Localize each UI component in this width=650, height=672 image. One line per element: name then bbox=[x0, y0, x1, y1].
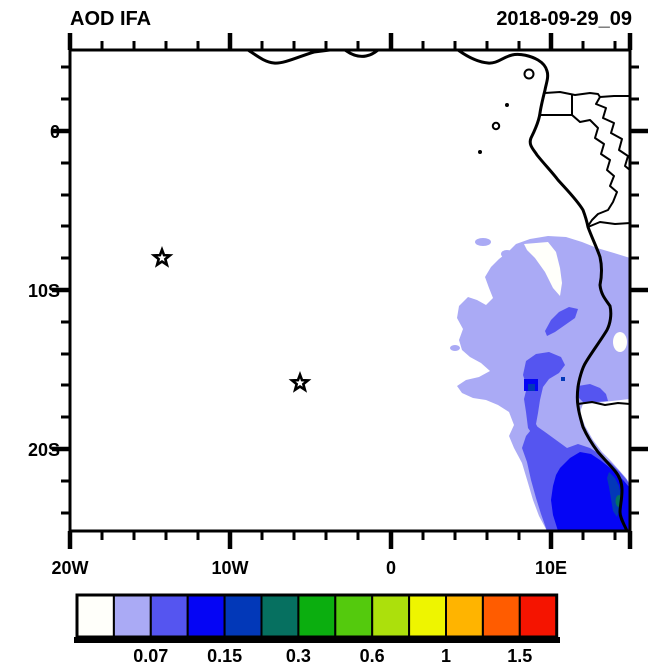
star-marker-st-helena bbox=[288, 371, 312, 393]
plot-timestamp: 2018-09-29_09 bbox=[496, 8, 632, 30]
aod-plume-shading bbox=[450, 236, 629, 530]
plume-white-pocket bbox=[613, 332, 627, 352]
plume-patch-lavender-1 bbox=[475, 238, 491, 246]
annobon-island bbox=[478, 150, 482, 154]
colorbar-cells bbox=[76, 594, 558, 638]
colorbar-label-03: 0.3 bbox=[286, 646, 311, 666]
border-congo-meander bbox=[595, 96, 629, 171]
colorbar-cell-10 bbox=[445, 594, 484, 638]
plot-title: AOD IFA bbox=[70, 8, 151, 30]
colorbar-cell-4 bbox=[223, 594, 263, 638]
axis-ticks bbox=[52, 33, 648, 549]
lon-label-10e: 10E bbox=[535, 558, 567, 578]
minor-ticks bbox=[61, 41, 639, 540]
colorbar-label-015: 0.15 bbox=[207, 646, 242, 666]
border-gabon-congo bbox=[571, 114, 618, 227]
colorbar-label-1: 1 bbox=[441, 646, 451, 666]
sao-tome-island bbox=[491, 121, 501, 131]
plume-level4-navy-spot bbox=[528, 384, 535, 391]
plume-level2-violet-b bbox=[523, 352, 565, 438]
principe-island bbox=[505, 103, 509, 107]
coastline bbox=[247, 51, 628, 530]
colorbar-cell-9 bbox=[408, 594, 448, 638]
border-angola-namibia bbox=[577, 401, 629, 406]
plume-patch-lavender-3 bbox=[450, 345, 460, 351]
lon-label-20w: 20W bbox=[51, 558, 88, 578]
major-ticks bbox=[52, 33, 648, 549]
colorbar-cell-2 bbox=[149, 594, 189, 638]
plume-level3-blue-b bbox=[551, 452, 629, 530]
border-eq-guinea-box bbox=[541, 95, 573, 116]
colorbar-cell-0 bbox=[76, 594, 115, 638]
colorbar-cell-8 bbox=[371, 594, 411, 638]
border-angola-drc bbox=[587, 221, 629, 228]
country-borders bbox=[541, 91, 629, 406]
plume-level2-violet-d bbox=[577, 384, 608, 403]
colorbar-cell-12 bbox=[518, 594, 558, 638]
plume-level2-violet-a bbox=[545, 307, 578, 336]
star-marker-ascension bbox=[150, 246, 174, 268]
colorbar-labels: 0.07 0.15 0.3 0.6 1 1.5 bbox=[133, 646, 532, 666]
colorbar-cell-3 bbox=[186, 594, 226, 638]
colorbar-cell-6 bbox=[297, 594, 337, 638]
lon-label-10w: 10W bbox=[211, 558, 248, 578]
colorbar: 0.07 0.15 0.3 0.6 1 1.5 bbox=[74, 593, 560, 666]
bioko-island bbox=[523, 68, 535, 80]
lon-label-0: 0 bbox=[386, 558, 396, 578]
colorbar-label-15: 1.5 bbox=[507, 646, 532, 666]
station-markers bbox=[150, 246, 312, 393]
plume-patch-lavender-2 bbox=[501, 250, 513, 258]
lat-label-0: 0 bbox=[50, 122, 60, 142]
islands bbox=[478, 68, 535, 154]
colorbar-cell-7 bbox=[334, 594, 374, 638]
colorbar-baseline-bar bbox=[74, 637, 560, 643]
lat-label-10s: 10S bbox=[28, 281, 60, 301]
coast-gulf-of-guinea-west bbox=[247, 51, 331, 65]
border-cameroon bbox=[544, 91, 629, 98]
plume-level4-navy-dot bbox=[561, 377, 565, 381]
lat-label-20s: 20S bbox=[28, 440, 60, 460]
colorbar-cell-5 bbox=[260, 594, 300, 638]
coast-africa-main bbox=[457, 51, 628, 530]
axis-labels: 0 10S 20S 20W 10W 0 10E bbox=[28, 122, 567, 578]
coast-cape-three-points bbox=[344, 51, 379, 58]
colorbar-label-007: 0.07 bbox=[133, 646, 168, 666]
colorbar-label-06: 0.6 bbox=[360, 646, 385, 666]
plume-white-wedge bbox=[524, 242, 562, 296]
colorbar-cell-1 bbox=[112, 594, 152, 638]
colorbar-cell-11 bbox=[481, 594, 521, 638]
